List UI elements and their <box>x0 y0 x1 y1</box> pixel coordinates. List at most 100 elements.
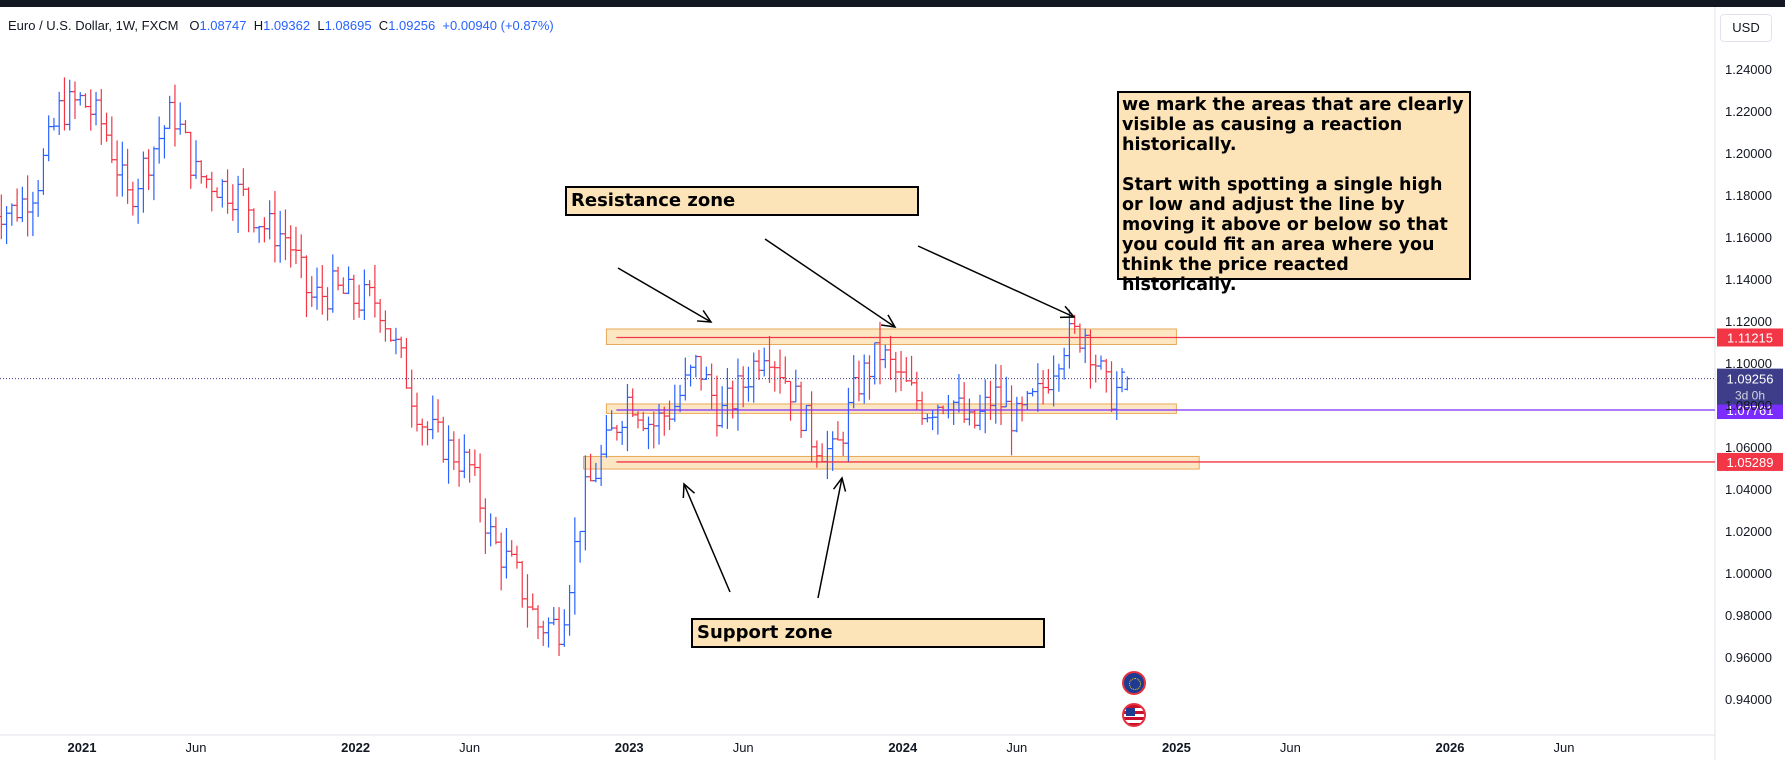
ohlc-bar <box>19 186 26 223</box>
ohlc-bar <box>1013 396 1020 433</box>
ohlc-bar <box>292 226 299 265</box>
support-price-label: 1.05289 <box>1727 455 1774 470</box>
ohlc-bar <box>850 355 857 409</box>
ohlc-bar <box>308 276 315 307</box>
ohlc-bar <box>882 344 889 369</box>
ohlc-bar <box>540 620 547 646</box>
ohlc-bar <box>356 284 363 318</box>
ohlc-bar <box>8 203 15 226</box>
ohlc-bar <box>1045 369 1052 394</box>
close-label: C <box>378 18 389 33</box>
currency-button[interactable]: USD <box>1720 14 1772 42</box>
ohlc-bar <box>740 366 747 408</box>
top-toolbar-strip <box>0 0 1785 7</box>
ohlc-bar <box>245 187 252 233</box>
ohlc-bar <box>282 209 289 261</box>
ohlc-bar <box>350 274 357 320</box>
ohlc-bar <box>392 327 399 355</box>
ohlc-bar <box>303 255 310 318</box>
ohlc-bar <box>1061 347 1068 380</box>
ohlc-bar <box>271 190 278 263</box>
ohlc-bar <box>140 151 147 213</box>
ohlc-bar <box>640 411 647 432</box>
y-tick-label: 1.12000 <box>1725 314 1772 329</box>
resistance-zone-label[interactable]: Resistance zone <box>565 186 919 216</box>
resistance-price-label: 1.11215 <box>1727 330 1773 345</box>
ohlc-bar <box>1097 355 1104 370</box>
eu-flag-icon[interactable] <box>1122 671 1146 695</box>
ohlc-bar <box>203 175 210 189</box>
ohlc-bar <box>650 411 657 449</box>
resistance-zone <box>605 328 1177 346</box>
ohlc-bar <box>87 89 94 131</box>
high-label: H <box>253 18 264 33</box>
ohlc-bar <box>214 187 221 199</box>
middle-price-tag <box>1717 401 1783 420</box>
close-value: 1.09256 <box>388 18 436 33</box>
ohlc-bar <box>834 421 841 441</box>
ohlc-bar <box>314 267 321 310</box>
middle-zone <box>605 403 1177 414</box>
ohlc-bar <box>771 361 778 392</box>
ohlc-bar <box>161 125 168 159</box>
support-zone <box>583 455 1200 470</box>
ohlc-bar <box>571 517 578 615</box>
bar-countdown-label: 3d 0h <box>1735 389 1765 403</box>
us-flag-icon[interactable] <box>1122 703 1146 727</box>
ohlc-bar <box>3 206 10 245</box>
ohlc-bar <box>266 200 273 240</box>
ohlc-bar <box>114 140 121 197</box>
y-tick-label: 1.10000 <box>1725 356 1772 371</box>
support-price-tag <box>1717 452 1783 471</box>
x-tick-label: 2022 <box>341 740 370 755</box>
x-tick-label: 2023 <box>615 740 644 755</box>
ohlc-bar <box>371 264 378 318</box>
ohlc-bar <box>103 112 110 142</box>
symbol-header: Euro / U.S. Dollar, 1W, FXCM O1.08747 H1… <box>8 18 554 33</box>
ohlc-bar <box>340 277 347 294</box>
middle-price-label: 1.07761 <box>1727 403 1774 418</box>
ohlc-bar <box>71 81 78 119</box>
annotation-arrow <box>764 238 897 328</box>
ohlc-bar <box>545 617 552 648</box>
ohlc-bar <box>724 368 731 429</box>
ohlc-bar <box>519 561 526 608</box>
annotation-arrow <box>817 476 847 599</box>
ohlc-bar <box>456 438 463 487</box>
low-label: L <box>317 18 325 33</box>
explanation-note[interactable]: we mark the areas that are clearly visib… <box>1117 91 1471 295</box>
ohlc-bar <box>98 89 105 145</box>
ohlc-bar <box>782 356 789 384</box>
ohlc-bar <box>987 380 994 420</box>
ohlc-bar <box>335 266 342 291</box>
y-tick-label: 1.00000 <box>1725 566 1772 581</box>
ohlc-bar <box>613 424 620 441</box>
ohlc-bar <box>477 453 484 523</box>
ohlc-bar <box>755 349 762 380</box>
ohlc-bar <box>750 352 757 403</box>
y-tick-label: 1.22000 <box>1725 104 1772 119</box>
current-price-tag <box>1717 368 1783 405</box>
open-value: 1.08747 <box>199 18 247 33</box>
ohlc-bar <box>892 351 899 393</box>
x-tick-label: Jun <box>459 740 480 755</box>
ohlc-bar <box>166 95 173 129</box>
ohlc-bar <box>535 605 541 640</box>
y-tick-label: 1.24000 <box>1725 62 1772 77</box>
y-tick-label: 1.02000 <box>1725 524 1772 539</box>
ohlc-bar <box>1040 370 1047 405</box>
ohlc-bar <box>93 91 100 126</box>
ohlc-bar <box>1050 355 1057 407</box>
ohlc-bar <box>1103 358 1110 393</box>
ohlc-bar <box>329 254 336 313</box>
change-value: +0.00940 (+0.87%) <box>442 18 554 33</box>
support-zone-label[interactable]: Support zone <box>691 618 1045 648</box>
ohlc-bar <box>487 513 494 547</box>
ohlc-bar <box>1055 363 1062 392</box>
x-tick-label: Jun <box>1006 740 1027 755</box>
ohlc-bar <box>435 399 442 433</box>
ohlc-bar <box>250 208 257 233</box>
ohlc-bar <box>524 574 531 628</box>
ohlc-bar <box>56 91 63 136</box>
